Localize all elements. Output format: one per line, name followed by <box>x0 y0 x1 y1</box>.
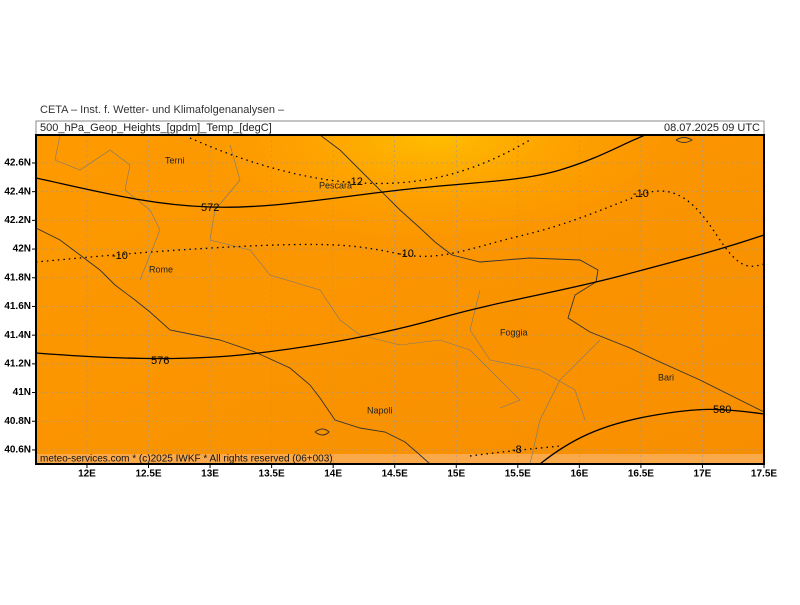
x-tick-label: 15.5E <box>505 469 531 480</box>
contour-576 <box>36 234 764 360</box>
parameter: 500_hPa_Geop_Heights_[gpdm]_Temp_[degC] <box>40 122 272 134</box>
city: Bari <box>658 372 674 382</box>
temp-label: -10 <box>398 248 414 260</box>
border <box>54 135 161 281</box>
coast-tyrrhenian <box>36 227 431 464</box>
x-tick-label: 16E <box>570 469 588 480</box>
city: Pescara <box>319 180 352 190</box>
y-tick-label: 41.4N <box>4 330 31 341</box>
footer-strip <box>36 454 764 464</box>
temp-label: -10 <box>633 188 649 200</box>
grid <box>36 135 764 464</box>
y-tick-label: 41N <box>13 387 31 398</box>
island <box>675 137 693 143</box>
island <box>314 428 330 436</box>
y-tick-label: 41.6N <box>4 301 31 312</box>
coastlines <box>36 135 764 464</box>
city: Foggia <box>500 327 528 337</box>
y-tick-label: 42.4N <box>4 186 31 197</box>
border <box>209 144 521 409</box>
y-tick-label: 41.2N <box>4 358 31 369</box>
x-tick-label: 14.5E <box>382 469 408 480</box>
x-tick-label: 13.5E <box>259 469 285 480</box>
map-frame <box>35 134 765 465</box>
borders <box>54 135 601 464</box>
city-labels: Terni Pescara Rome Foggia Napoli Bari <box>149 155 674 415</box>
temp-label: -12 <box>347 176 363 188</box>
temp-label: -8 <box>512 444 522 456</box>
contour-572 <box>36 135 647 208</box>
border <box>529 339 601 464</box>
x-tick-label: 13E <box>201 469 219 480</box>
height-contours <box>36 135 764 464</box>
border <box>469 289 586 421</box>
contour-labels: 572 576 580 -12 -10 -10 -10 -8 <box>112 176 731 456</box>
y-tick-label: 42N <box>13 244 31 255</box>
y-tick-label: 40.8N <box>4 416 31 427</box>
valid-time: 08.07.2025 09 UTC <box>664 122 760 134</box>
map-area: Terni Pescara Rome Foggia Napoli Bari 57… <box>36 135 764 465</box>
height-label: 572 <box>201 202 219 214</box>
isotherm-10 <box>36 190 764 267</box>
y-tick-label: 41.8N <box>4 272 31 283</box>
temp-contours <box>36 137 764 457</box>
x-tick-label: 14E <box>324 469 342 480</box>
height-label: 580 <box>713 404 731 416</box>
city: Napoli <box>367 405 393 415</box>
height-label: 576 <box>151 355 169 367</box>
footer: meteo-services.com * (c)2025 IWKF * All … <box>40 454 333 465</box>
institute: CETA – Inst. f. Wetter- und Klimafolgena… <box>40 104 285 116</box>
coast-adriatic <box>319 135 764 413</box>
x-tick-label: 17.5E <box>751 469 777 480</box>
x-tick-label: 16.5E <box>628 469 654 480</box>
city: Terni <box>165 155 185 165</box>
x-tick-label: 17E <box>694 469 712 480</box>
city: Rome <box>149 264 173 274</box>
contour-580 <box>539 408 764 464</box>
y-tick-label: 42.6N <box>4 158 31 169</box>
x-tick-label: 15E <box>447 469 465 480</box>
y-tick-label: 42.2N <box>4 215 31 226</box>
axis-ticks: 12E 12.5E 13E 13.5E 14E 14.5E 15E 15.5E 16E 16.5E… <box>4 158 777 480</box>
x-tick-label: 12.5E <box>135 469 161 480</box>
isotherm-12 <box>189 137 531 185</box>
temp-label: -10 <box>112 250 128 262</box>
y-tick-label: 40.6N <box>4 445 31 456</box>
x-tick-label: 12E <box>78 469 96 480</box>
